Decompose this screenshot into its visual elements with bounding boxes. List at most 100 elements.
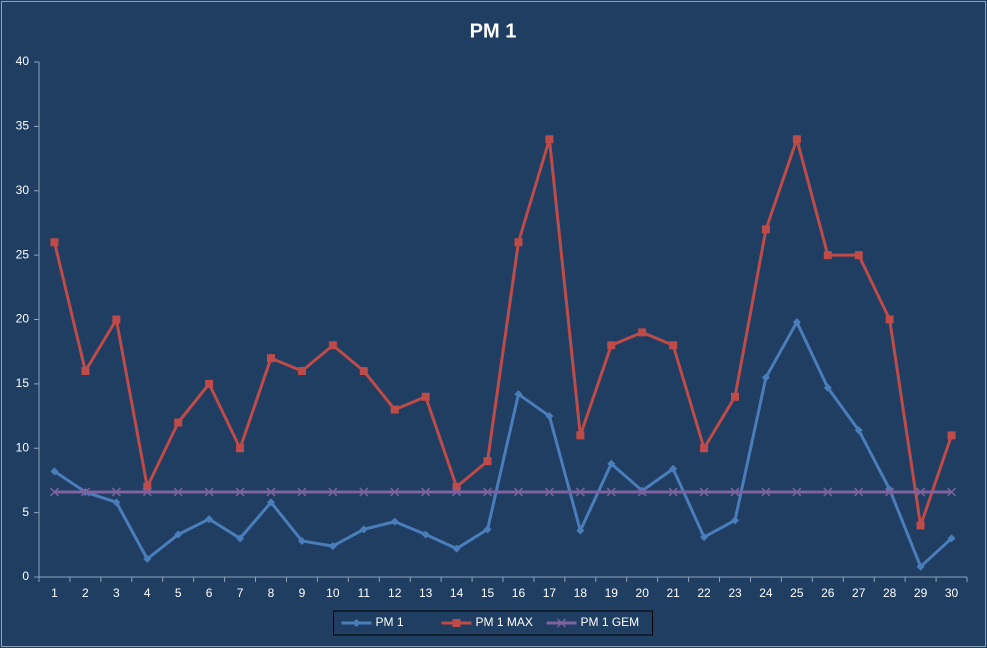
data-point	[916, 521, 925, 530]
data-point	[50, 238, 59, 247]
data-point	[545, 412, 554, 421]
data-point	[761, 487, 771, 497]
data-point	[730, 487, 740, 497]
data-point	[421, 530, 430, 539]
y-tick-label: 35	[16, 119, 30, 133]
data-point	[49, 487, 59, 497]
x-tick-label: 4	[144, 586, 151, 600]
data-point	[143, 482, 152, 491]
data-point	[421, 487, 431, 497]
data-point	[297, 536, 306, 545]
x-tick-label: 11	[358, 586, 371, 600]
y-tick-label: 25	[16, 247, 30, 261]
data-point	[545, 135, 554, 144]
data-point	[792, 135, 801, 144]
data-point	[173, 487, 183, 497]
x-tick-label: 17	[543, 586, 557, 600]
data-point	[699, 487, 709, 497]
legend-marker	[452, 619, 461, 627]
legend-label: PM 1	[376, 615, 404, 629]
series-line	[53, 320, 953, 569]
data-point	[637, 487, 647, 497]
data-point	[359, 487, 369, 497]
data-point	[669, 341, 678, 350]
data-point	[544, 487, 554, 497]
data-point	[142, 487, 152, 497]
data-point	[916, 487, 926, 497]
data-point	[607, 459, 616, 468]
y-tick-label: 20	[16, 312, 30, 326]
data-point	[947, 431, 956, 440]
data-point	[761, 373, 770, 382]
x-tick-label: 1	[51, 586, 58, 600]
x-tick-label: 8	[268, 586, 275, 600]
data-point	[452, 482, 461, 491]
data-point	[328, 487, 338, 497]
data-point	[607, 341, 616, 350]
data-point	[174, 418, 183, 427]
data-point	[575, 487, 585, 497]
legend-box	[333, 610, 653, 636]
data-point	[576, 431, 585, 440]
x-tick-label: 12	[388, 586, 402, 600]
data-point	[235, 487, 245, 497]
data-point	[606, 487, 616, 497]
data-point	[328, 542, 337, 551]
data-point	[514, 238, 523, 247]
data-point	[205, 379, 214, 388]
x-tick-label: 25	[790, 586, 804, 600]
data-point	[267, 498, 275, 507]
data-point	[266, 487, 276, 497]
data-point	[143, 554, 152, 563]
data-point	[668, 487, 678, 497]
data-point	[792, 487, 802, 497]
data-point	[885, 487, 895, 497]
data-point	[792, 318, 801, 327]
data-point	[359, 525, 368, 534]
data-point	[513, 487, 523, 497]
legend-marker	[352, 619, 361, 627]
data-point	[112, 315, 121, 324]
data-point	[947, 487, 957, 497]
series-line	[53, 137, 953, 527]
x-tick-label: 21	[666, 586, 680, 600]
data-point	[700, 444, 709, 453]
data-point	[916, 562, 925, 571]
data-point	[111, 487, 121, 497]
y-tick-label: 15	[16, 376, 30, 390]
data-point	[483, 457, 492, 466]
data-point	[236, 534, 245, 543]
x-tick-label: 27	[852, 586, 866, 600]
data-point	[174, 530, 183, 539]
x-tick-label: 22	[697, 586, 711, 600]
x-tick-label: 20	[636, 586, 650, 600]
x-tick-label: 28	[883, 586, 897, 600]
data-point	[390, 487, 400, 497]
data-point	[390, 405, 399, 414]
data-point	[576, 526, 585, 535]
x-tick-label: 7	[237, 586, 244, 600]
x-tick-label: 2	[82, 586, 89, 600]
data-point	[328, 341, 337, 350]
data-point	[638, 328, 647, 337]
x-tick-label: 14	[450, 586, 464, 600]
data-point	[761, 225, 770, 234]
data-point	[205, 515, 214, 524]
data-point	[297, 487, 307, 497]
chart-title: PM 1	[470, 20, 517, 42]
data-point	[236, 444, 245, 453]
x-tick-label: 9	[299, 586, 306, 600]
legend-marker	[556, 618, 567, 628]
x-tick-label: 26	[821, 586, 835, 600]
x-tick-label: 19	[605, 586, 619, 600]
data-point	[80, 487, 90, 497]
data-point	[483, 525, 492, 534]
x-tick-label: 18	[574, 586, 588, 600]
data-point	[359, 367, 368, 375]
x-tick-label: 6	[206, 586, 213, 600]
y-tick-label: 5	[22, 505, 29, 519]
data-point	[854, 487, 864, 497]
x-tick-label: 16	[512, 586, 526, 600]
